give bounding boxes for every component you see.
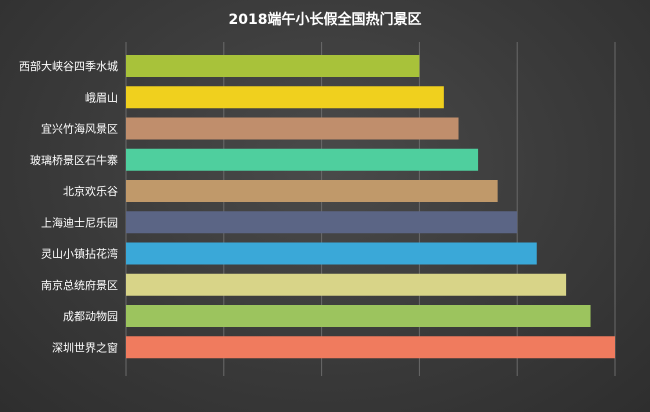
bar: [126, 86, 444, 109]
category-label: 峨眉山: [85, 91, 118, 104]
bar: [126, 336, 615, 359]
category-label: 宜兴竹海风景区: [41, 122, 118, 136]
bar: [126, 55, 420, 77]
bar: [126, 305, 591, 327]
category-label: 灵山小镇拈花湾: [41, 247, 118, 261]
bar: [126, 180, 498, 202]
bar: [126, 242, 537, 265]
chart-title: 2018端午小长假全国热门景区: [228, 12, 422, 28]
bar: [126, 211, 518, 234]
category-label: 深圳世界之窗: [52, 340, 118, 354]
category-label: 北京欢乐谷: [63, 184, 118, 198]
bar: [126, 273, 567, 296]
category-label: 南京总统府景区: [41, 278, 118, 292]
category-label: 玻璃桥景区石牛寨: [30, 153, 118, 167]
category-label: 上海迪士尼乐园: [41, 215, 118, 229]
category-label: 西部大峡谷四季水城: [19, 59, 118, 73]
category-label: 成都动物园: [63, 309, 118, 323]
bar: [126, 148, 479, 171]
bar: [126, 117, 459, 140]
